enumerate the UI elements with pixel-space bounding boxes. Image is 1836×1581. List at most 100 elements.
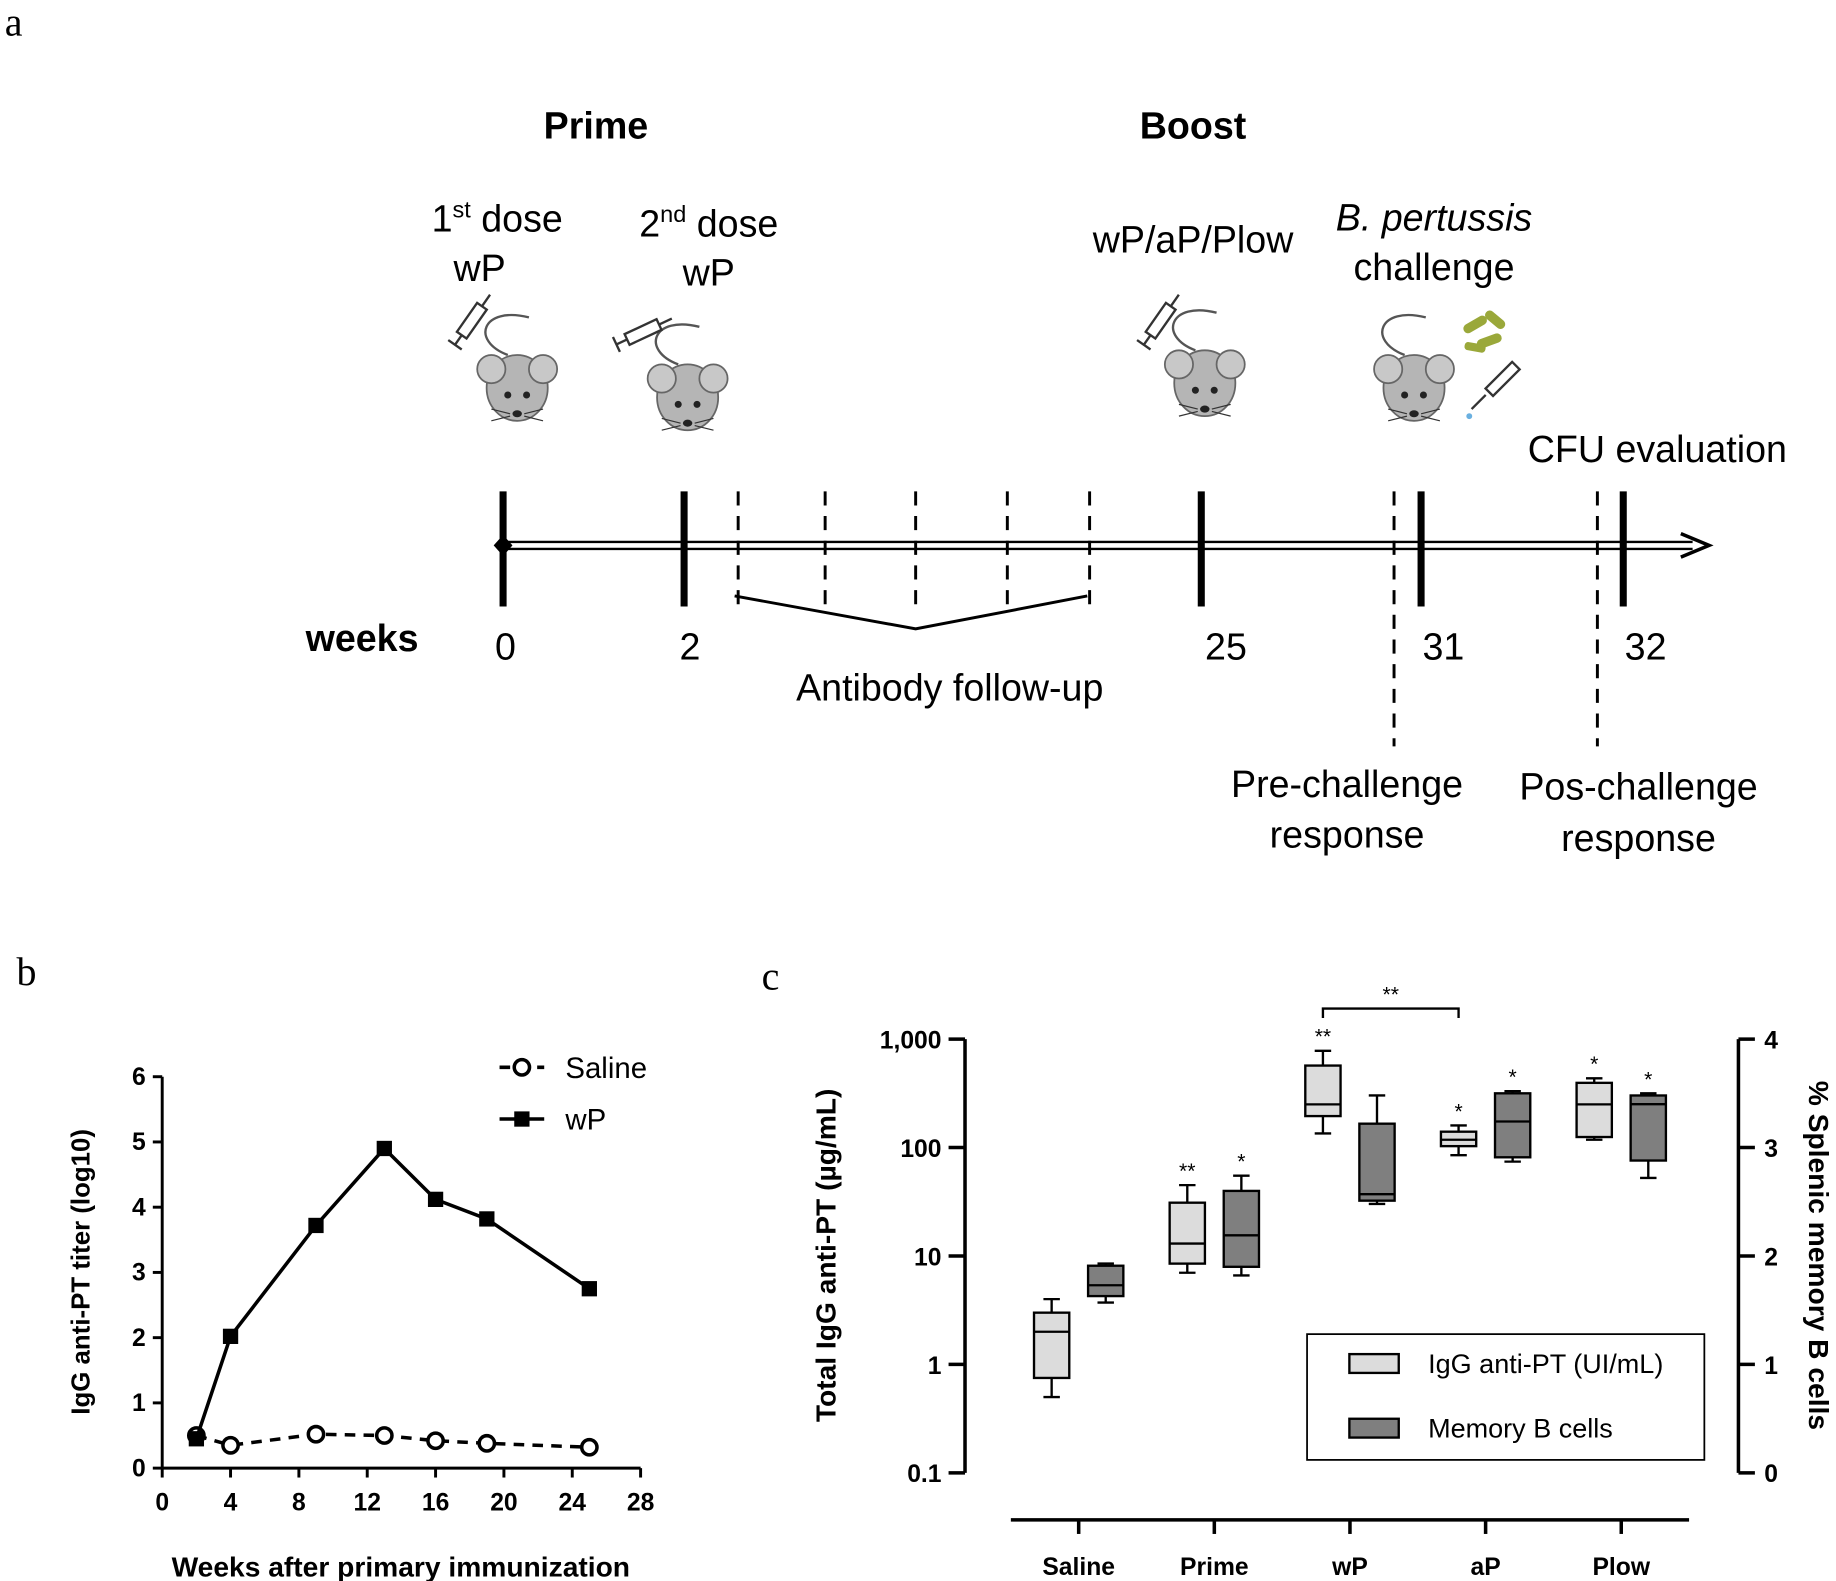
box bbox=[1629, 1094, 1668, 1162]
x-axis-label: Weeks after primary immunization bbox=[172, 1550, 630, 1581]
box bbox=[1086, 1264, 1125, 1298]
x-tick-label: 20 bbox=[490, 1489, 517, 1516]
legend-label: Memory B cells bbox=[1428, 1414, 1613, 1444]
y-axis-label: IgG anti-PT titer (log10) bbox=[67, 1129, 95, 1415]
vaccine-label: wP bbox=[452, 247, 505, 289]
ordinal-suffix: st bbox=[453, 196, 472, 222]
y-tick-label: 10 bbox=[914, 1244, 941, 1271]
y2-tick-label: 4 bbox=[1764, 1028, 1778, 1055]
marker bbox=[479, 1211, 495, 1227]
box bbox=[1168, 1201, 1207, 1265]
x-tick-label: 8 bbox=[292, 1489, 306, 1516]
significance-label: * bbox=[1237, 1151, 1245, 1174]
legend-swatch bbox=[1348, 1417, 1400, 1439]
marker bbox=[308, 1217, 324, 1234]
marker bbox=[221, 1435, 240, 1455]
legend-label: Saline bbox=[565, 1052, 647, 1085]
x-tick-label: 12 bbox=[354, 1489, 381, 1516]
dropper-icon bbox=[1466, 360, 1522, 420]
x-tick-label: 28 bbox=[627, 1489, 654, 1516]
y-tick-label: 100 bbox=[900, 1136, 941, 1163]
y-tick-label: 0.1 bbox=[907, 1461, 942, 1488]
week-label: 32 bbox=[1625, 625, 1667, 667]
week-label: 0 bbox=[495, 625, 516, 667]
phase-label: Prime bbox=[544, 105, 649, 147]
dose-label: 2nd dose bbox=[639, 201, 778, 244]
response-label: Pos-challenge bbox=[1519, 765, 1757, 807]
box bbox=[1032, 1311, 1071, 1380]
phase-label: Boost bbox=[1140, 105, 1247, 147]
x-tick-label: 24 bbox=[559, 1489, 587, 1516]
dose-text: dose bbox=[686, 202, 778, 244]
follow-up-label: Antibody follow-up bbox=[796, 667, 1103, 709]
response-label: response bbox=[1270, 814, 1425, 856]
timeline-diagram: Prime Boost 1st dose wP 2nd dose wP wP/a… bbox=[305, 105, 1787, 859]
box bbox=[1575, 1081, 1614, 1139]
y-tick-label: 1,000 bbox=[880, 1028, 942, 1055]
significance-label: * bbox=[1454, 1100, 1462, 1123]
y-tick-label: 4 bbox=[132, 1194, 146, 1221]
bacteria-icon bbox=[1463, 310, 1506, 353]
marker bbox=[427, 1191, 444, 1207]
y2-tick-label: 0 bbox=[1764, 1461, 1778, 1488]
boost-label: wP/aP/Plow bbox=[1092, 219, 1295, 261]
significance-label: ** bbox=[1315, 1026, 1331, 1049]
legend-marker bbox=[514, 1111, 530, 1127]
x-tick-label: wP bbox=[1331, 1554, 1368, 1581]
x-tick-label: Prime bbox=[1180, 1554, 1249, 1581]
marker bbox=[376, 1140, 392, 1157]
legend-marker bbox=[512, 1057, 532, 1077]
x-tick-label: Plow bbox=[1592, 1554, 1650, 1581]
y-tick-label: 2 bbox=[132, 1325, 146, 1352]
significance-label: * bbox=[1590, 1053, 1598, 1076]
y2-tick-label: 1 bbox=[1764, 1353, 1778, 1380]
marker bbox=[579, 1437, 599, 1457]
syringe-icon bbox=[611, 309, 677, 354]
x-tick-label: 16 bbox=[422, 1489, 449, 1516]
marker bbox=[222, 1328, 239, 1344]
y-tick-label: 6 bbox=[132, 1064, 146, 1091]
y-tick-label: 1 bbox=[132, 1390, 146, 1417]
mouse-icon bbox=[1372, 313, 1456, 423]
dose-label: 1st dose bbox=[432, 196, 563, 239]
comparison-bracket bbox=[1321, 1007, 1460, 1018]
marker bbox=[477, 1433, 497, 1453]
week-label: 25 bbox=[1205, 625, 1247, 667]
week-label: 31 bbox=[1422, 625, 1464, 667]
cfu-label: CFU evaluation bbox=[1528, 428, 1787, 470]
marker bbox=[374, 1426, 394, 1445]
marker bbox=[306, 1424, 326, 1444]
response-label: response bbox=[1561, 817, 1716, 859]
comparison-label: ** bbox=[1383, 983, 1399, 1006]
response-label: Pre-challenge bbox=[1231, 763, 1463, 805]
marker bbox=[581, 1281, 597, 1297]
significance-label: * bbox=[1644, 1068, 1652, 1091]
box bbox=[1358, 1122, 1396, 1202]
box bbox=[1222, 1189, 1261, 1268]
y-axis-label: Total IgG anti-PT (µg/mL) bbox=[810, 1089, 842, 1423]
mouse-icon bbox=[1163, 309, 1246, 418]
significance-label: ** bbox=[1179, 1160, 1195, 1183]
panel-label: c bbox=[762, 954, 780, 999]
series-line bbox=[194, 1145, 591, 1440]
y-tick-label: 3 bbox=[132, 1260, 146, 1287]
axis-label: weeks bbox=[305, 617, 419, 659]
ordinal: 1 bbox=[432, 198, 453, 240]
y-tick-label: 1 bbox=[928, 1353, 942, 1380]
x-tick-label: Saline bbox=[1042, 1554, 1115, 1581]
mouse-icon bbox=[646, 323, 729, 432]
y2-axis-label: % Splenic memory B cells bbox=[1803, 1081, 1835, 1430]
start-marker bbox=[493, 534, 513, 557]
significance-label: * bbox=[1509, 1066, 1517, 1089]
legend-box bbox=[1306, 1333, 1706, 1461]
legend-label: IgG anti-PT (UI/mL) bbox=[1428, 1349, 1663, 1379]
x-tick-label: aP bbox=[1471, 1554, 1501, 1581]
y2-tick-label: 2 bbox=[1764, 1244, 1778, 1271]
mouse-icon bbox=[476, 313, 559, 423]
ordinal-suffix: nd bbox=[660, 201, 686, 227]
syringe-icon bbox=[447, 288, 498, 351]
panel-label: a bbox=[5, 0, 23, 44]
